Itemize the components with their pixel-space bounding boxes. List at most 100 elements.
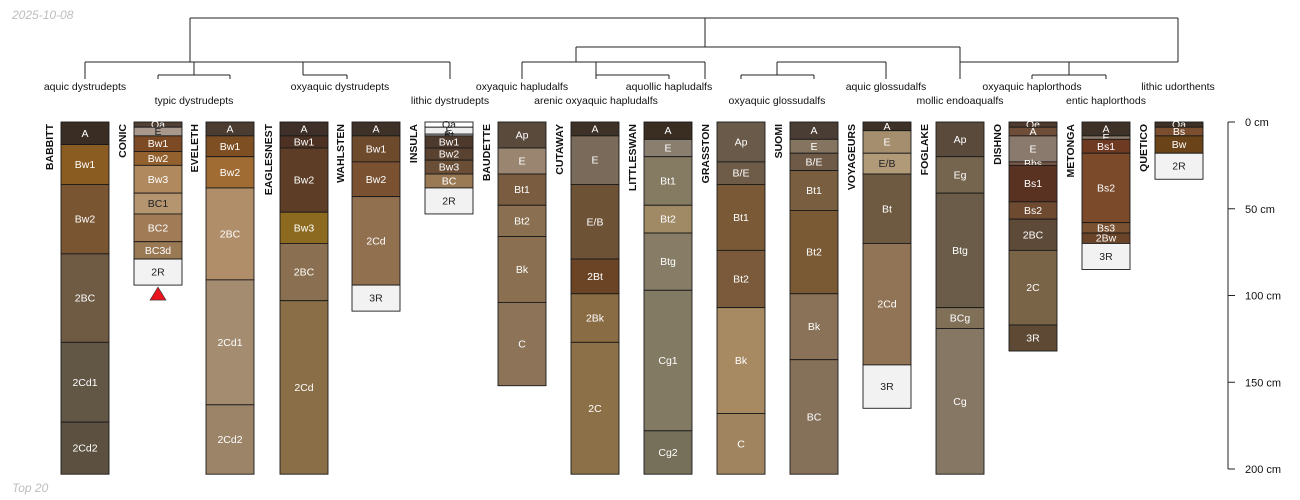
- horizon: [133, 213, 183, 243]
- profile: EVELETH A Bw1 Bw2 2BC 2Cd1 2Cd2: [189, 121, 255, 475]
- horizon-label: E: [591, 155, 598, 167]
- horizon-label: B/E: [806, 156, 823, 168]
- horizon-label: 3R: [369, 293, 383, 305]
- horizon-label: E: [1029, 143, 1036, 155]
- horizon-label: A: [591, 123, 598, 135]
- group-label: lithic udorthents: [1141, 81, 1215, 93]
- horizon-label: Bw1: [75, 159, 96, 171]
- horizon-label: Bt1: [514, 184, 530, 196]
- group-label: aquollic hapludalfs: [626, 81, 712, 93]
- horizon: [1154, 152, 1204, 180]
- horizon: [497, 204, 547, 237]
- horizon: [935, 192, 985, 309]
- horizon: [862, 173, 912, 244]
- horizon-label: A: [1029, 126, 1036, 138]
- horizon-label: 2BC: [75, 293, 96, 305]
- horizon-label: 3R: [880, 381, 894, 393]
- profile: BABBITT A Bw1 Bw2 2BC 2Cd1 2Cd2: [44, 121, 110, 475]
- horizon: [716, 249, 766, 309]
- horizon-label: 2Bw: [1096, 233, 1117, 245]
- horizon: [1008, 324, 1058, 352]
- profile: WAHLSTEN A Bw1 Bw2 2Cd 3R: [335, 121, 401, 312]
- horizon-label: A: [664, 125, 671, 137]
- horizon-label: 2BC: [294, 267, 315, 279]
- horizon: [60, 421, 110, 475]
- horizon-label: Bw2: [220, 167, 241, 179]
- horizon: [205, 279, 255, 406]
- profile: SUOMI AE B/E Bt1 Bt2 Bk BC: [773, 121, 839, 475]
- profile-name: CUTAWAY: [554, 124, 566, 175]
- group-label: mollic endoaqualfs: [917, 95, 1004, 107]
- horizon: [1081, 152, 1131, 224]
- horizon-label: 2Cd1: [217, 337, 242, 349]
- horizon: [862, 364, 912, 409]
- group-labels: aquic dystrudepts typic dystrudepts oxyaqu…: [44, 81, 1215, 107]
- horizon-label: C: [518, 339, 526, 351]
- horizon-label: A: [300, 123, 307, 135]
- horizon: [424, 187, 474, 215]
- horizon: [1008, 218, 1058, 251]
- horizon: [789, 210, 839, 295]
- profile-name: WAHLSTEN: [335, 124, 347, 183]
- profile-name: INSULA: [408, 124, 420, 164]
- horizon-label: 2Cd2: [72, 443, 97, 455]
- profile-name: METONGA: [1065, 124, 1077, 178]
- horizon-label: A: [226, 123, 233, 135]
- horizon-label: Bs2: [1097, 182, 1115, 194]
- horizon-label: A: [810, 125, 817, 137]
- horizon: [570, 184, 620, 260]
- horizon-label: Btg: [660, 256, 676, 268]
- horizon-label: Bw: [1172, 139, 1187, 151]
- depth-tick-label: 0 cm: [1245, 117, 1269, 129]
- profile-name: BABBITT: [44, 123, 56, 170]
- group-label: aquic dystrudepts: [44, 81, 126, 93]
- horizon-label: E: [154, 126, 161, 138]
- horizon: [570, 341, 620, 475]
- horizon-label: Bw3: [148, 174, 169, 186]
- horizon-label: Bw2: [148, 153, 169, 165]
- horizon-label: A: [1102, 123, 1109, 135]
- horizon-label: Bs1: [1024, 178, 1042, 190]
- horizon-label: 2C: [1026, 282, 1040, 294]
- horizon-label: BC1: [148, 198, 169, 210]
- horizon: [60, 253, 110, 343]
- profile-name: EAGLESNEST: [263, 123, 275, 195]
- horizon-label: 2BC: [220, 228, 241, 240]
- horizon-label: E/B: [879, 158, 896, 170]
- horizon: [279, 147, 329, 213]
- horizon-label: Bw3: [294, 222, 315, 234]
- horizon: [570, 135, 620, 185]
- horizon-label: 2C: [588, 403, 602, 415]
- horizon: [643, 232, 693, 291]
- horizon: [205, 187, 255, 281]
- horizon-label: Ap: [954, 134, 967, 146]
- horizon-label: Bw2: [439, 149, 460, 161]
- horizon-label: Bt: [882, 203, 892, 215]
- horizon-label: BCg: [950, 313, 971, 325]
- horizon-label: A: [372, 123, 379, 135]
- horizon-label: E: [664, 143, 671, 155]
- horizon-label: Bt1: [806, 185, 822, 197]
- profile: CUTAWAY A E E/B 2Bt 2Bk 2C: [554, 121, 620, 475]
- horizon-label: Bk: [516, 264, 529, 276]
- horizon: [60, 341, 110, 423]
- horizon-label: E/B: [587, 216, 604, 228]
- profile-name: LITTLESWAN: [627, 124, 639, 191]
- horizon-label: 2Cd: [294, 382, 313, 394]
- horizon: [789, 359, 839, 475]
- horizon: [279, 211, 329, 244]
- horizon: [60, 184, 110, 255]
- depth-axis: 0 cm 50 cm 100 cm 150 cm 200 cm: [1227, 117, 1281, 476]
- horizon-label: Bs2: [1024, 205, 1042, 217]
- horizon: [351, 196, 401, 286]
- horizon: [643, 289, 693, 432]
- profile: VOYAGEURS AE E/B Bt 2Cd 3R: [846, 121, 912, 409]
- horizon: [789, 293, 839, 361]
- horizon-label: Bk: [808, 321, 821, 333]
- horizon-label: Cg: [953, 396, 967, 408]
- horizon-label: A: [883, 121, 890, 133]
- marker-layer: [149, 286, 167, 301]
- group-label: entic haplorthods: [1066, 95, 1146, 107]
